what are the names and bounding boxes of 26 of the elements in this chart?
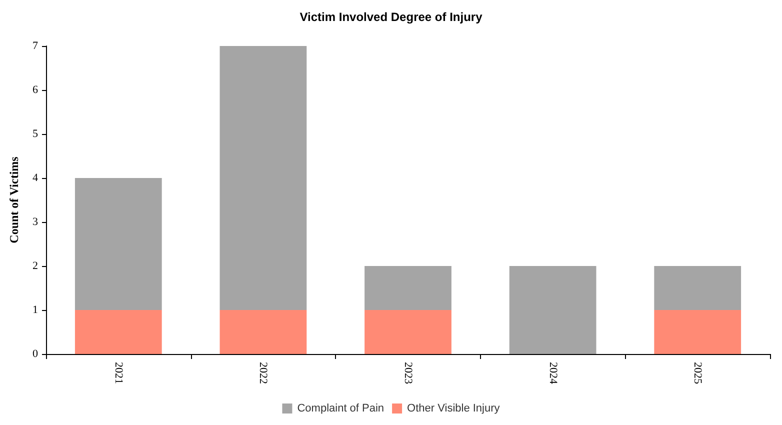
- y-tick-label: 4: [32, 172, 38, 184]
- legend-label: Complaint of Pain: [297, 402, 384, 414]
- y-tick-label: 0: [32, 348, 38, 360]
- bar: [220, 310, 307, 354]
- bar: [654, 266, 742, 310]
- y-tick-label: 1: [32, 304, 38, 316]
- x-tick-label: 2025: [692, 362, 704, 384]
- x-tick-label: 2021: [112, 362, 124, 384]
- bar: [220, 46, 307, 310]
- x-tick-label: 2022: [257, 362, 270, 384]
- y-tick-label: 7: [32, 40, 38, 52]
- chart-title: Victim Involved Degree of Injury: [300, 10, 483, 24]
- bar: [364, 266, 452, 310]
- x-tick-label: 2023: [402, 362, 414, 384]
- y-tick-label: 5: [32, 128, 38, 140]
- x-tick-label: 2024: [546, 362, 559, 384]
- y-tick-label: 3: [32, 216, 38, 228]
- y-axis-title: Count of Victims: [7, 156, 21, 244]
- y-tick-label: 2: [32, 260, 38, 272]
- bar: [654, 310, 742, 354]
- y-tick-label: 6: [32, 84, 38, 96]
- bar: [509, 266, 596, 354]
- legend-label: Other Visible Injury: [407, 402, 500, 414]
- bar: [364, 310, 452, 354]
- bar: [74, 310, 162, 354]
- bar: [74, 178, 162, 310]
